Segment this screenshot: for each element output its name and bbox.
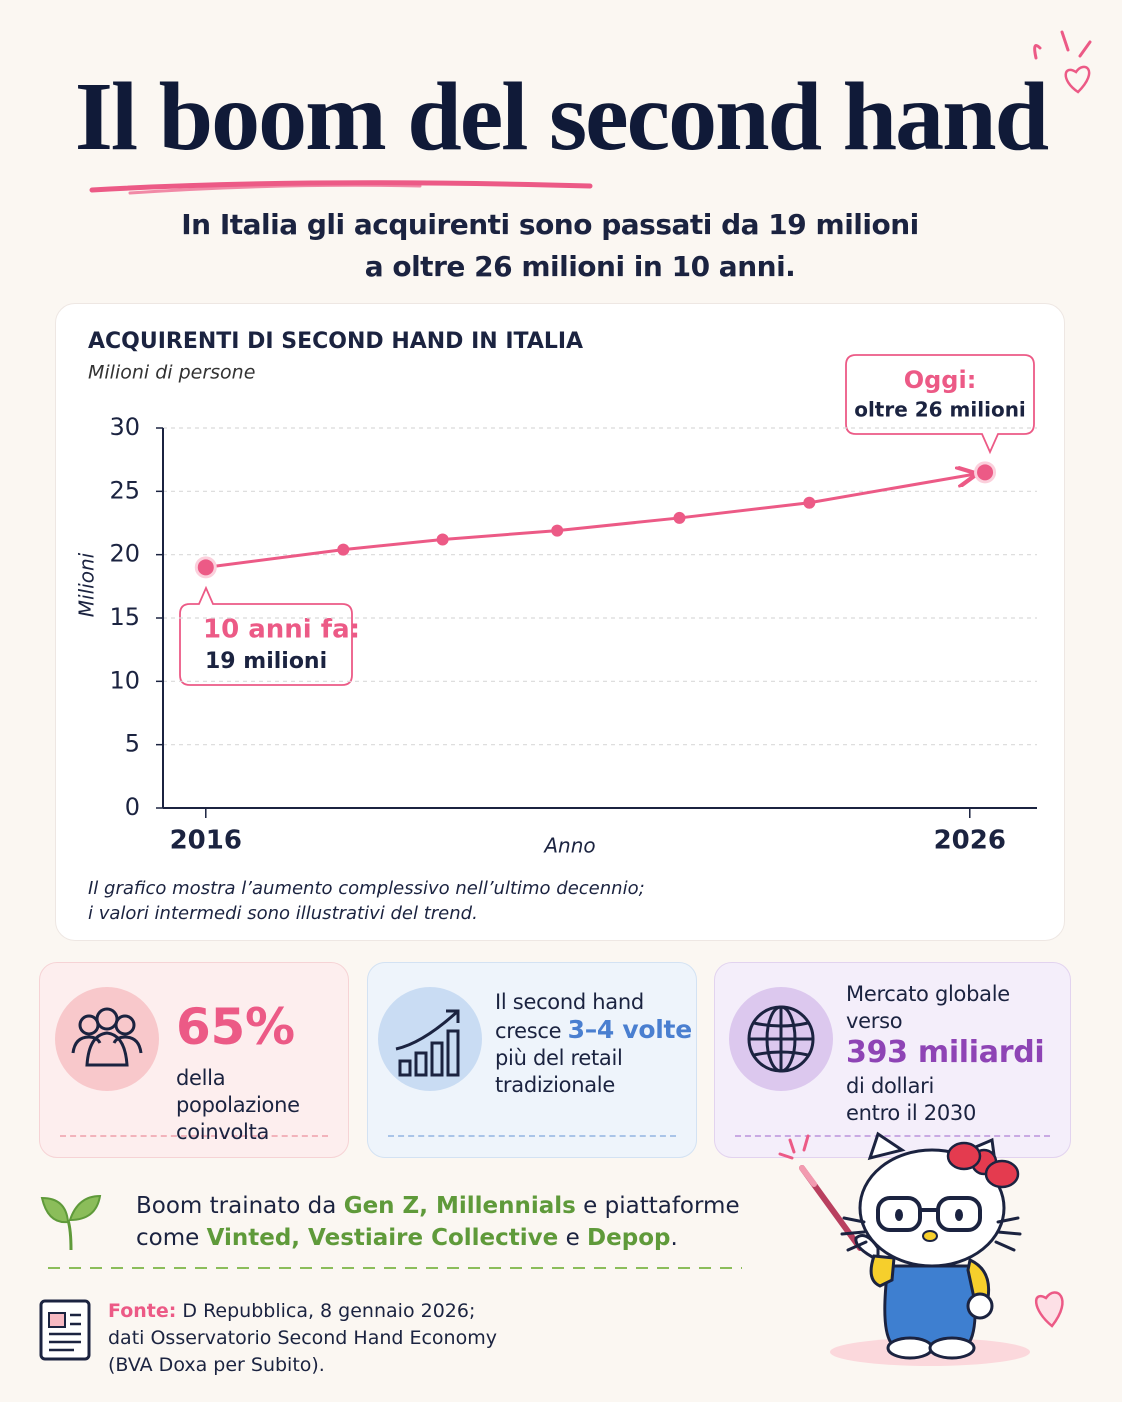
chart-note: Il grafico mostra l’aumento complessivo … <box>88 878 645 899</box>
chart-title: ACQUIRENTI DI SECOND HAND IN ITALIA <box>88 329 583 354</box>
news-icon <box>39 1299 91 1361</box>
point <box>974 461 997 484</box>
title-decor <box>89 30 1092 195</box>
annotation-title: Oggi: <box>904 366 977 394</box>
point <box>803 496 816 509</box>
highlight: Depop <box>587 1225 671 1251</box>
highlight: Vinted, Vestiaire Collective <box>206 1225 559 1251</box>
annotation-text: 19 milioni <box>205 649 327 674</box>
text-line: di dollari <box>846 1073 1044 1100</box>
stat-card: Il second hand cresce 3–4 volte più del re… <box>367 962 697 1158</box>
text: verso <box>846 1009 903 1033</box>
source-line: (BVA Doxa per Subito). <box>108 1352 497 1379</box>
icon <box>729 987 833 1091</box>
text: di dollari <box>846 1074 935 1098</box>
text: della popolazione <box>176 1066 300 1117</box>
text: Boom trainato da <box>136 1193 344 1219</box>
stat-card: Mercato globale verso 393 miliardi di dolla… <box>714 962 1071 1158</box>
text: Il second hand <box>495 990 644 1014</box>
text-line: cresce 3–4 volte <box>495 1016 692 1045</box>
stat-text: Il second hand cresce 3–4 volte più del re… <box>495 989 692 1099</box>
icon <box>55 987 159 1091</box>
text-line: entro il 2030 <box>846 1100 1044 1127</box>
text-line: tradizionale <box>495 1072 692 1099</box>
y-tick-label: 15 <box>109 603 140 631</box>
highlight: 393 miliardi <box>846 1035 1045 1070</box>
point <box>551 524 564 537</box>
highlight: 65% <box>176 998 295 1056</box>
kitty-illustration <box>778 1131 1064 1366</box>
annotation: Oggi: oltre 26 milioni <box>845 354 1035 455</box>
text: entro il 2030 <box>846 1101 977 1125</box>
highlight: Gen Z, Millennials <box>343 1193 576 1219</box>
annotation: 10 anni fa: 19 milioni <box>179 585 360 686</box>
source-label: Fonte: <box>108 1300 177 1322</box>
text-line: Il second hand <box>495 989 692 1016</box>
text: coinvolta <box>176 1120 270 1144</box>
chart: ACQUIRENTI DI SECOND HAND IN ITALIA Mili… <box>75 329 1037 924</box>
text-line: 65% <box>176 999 348 1065</box>
source-text: (BVA Doxa per Subito). <box>108 1354 325 1376</box>
highlight: 3–4 volte <box>567 1015 693 1044</box>
text: tradizionale <box>495 1073 615 1097</box>
y-tick-label: 5 <box>125 730 140 758</box>
divider <box>48 1267 742 1269</box>
y-tick-label: 10 <box>109 666 140 694</box>
stat-text: Mercato globale verso 393 miliardi di dolla… <box>846 981 1045 1127</box>
source: Fonte: D Repubblica, 8 gennaio 2026; dati… <box>108 1298 497 1379</box>
y-tick-label: 25 <box>109 476 140 504</box>
source-text: D Repubblica, 8 gennaio 2026; <box>176 1300 476 1322</box>
chart-subtitle: Milioni di persone <box>88 362 255 384</box>
text: . <box>670 1225 678 1251</box>
point <box>194 556 217 579</box>
text: come <box>136 1225 207 1251</box>
chart-note: i valori intermedi sono illustrativi del… <box>88 903 478 924</box>
x-axis-label: Anno <box>542 834 595 858</box>
y-axis-label: Milioni <box>75 552 99 617</box>
stat-text: 65% della popolazione coinvolta <box>176 999 348 1146</box>
point <box>436 533 449 546</box>
annotation-text: oltre 26 milioni <box>854 398 1026 422</box>
text: Mercato globale <box>846 982 1010 1006</box>
y-tick-label: 30 <box>109 413 140 441</box>
text-line: coinvolta <box>176 1119 348 1146</box>
source-text: dati Osservatorio Second Hand Economy <box>108 1327 497 1349</box>
text-line: Mercato globale <box>846 981 1044 1008</box>
sprout-icon <box>40 1194 102 1251</box>
text-line: della popolazione <box>176 1065 348 1119</box>
text-line: Boom trainato da Gen Z, Millennials e pi… <box>136 1190 740 1222</box>
icon <box>378 987 482 1091</box>
subtitle: a oltre 26 milioni in 10 anni. <box>364 250 796 283</box>
text-line: come Vinted, Vestiaire Collective e Depo… <box>136 1222 740 1254</box>
text: e <box>558 1225 588 1251</box>
subtitle: In Italia gli acquirenti sono passati da… <box>181 208 919 241</box>
text-line: 393 miliardi <box>846 1035 1045 1073</box>
y-tick-label: 0 <box>125 793 140 821</box>
text: cresce <box>495 1019 568 1043</box>
text: più del retail <box>495 1046 623 1070</box>
annotation-title: 10 anni fa: <box>203 615 360 645</box>
stat-card: 65% della popolazione coinvolta <box>39 962 349 1158</box>
source-line: dati Osservatorio Second Hand Economy <box>108 1325 497 1352</box>
line <box>205 474 973 569</box>
x-tick-label: 2016 <box>170 826 242 856</box>
source-line: Fonte: D Repubblica, 8 gennaio 2026; <box>108 1298 497 1325</box>
text: e piattaforme <box>575 1193 740 1219</box>
page-title: Il boom del second hand <box>74 63 1049 171</box>
point <box>673 511 686 524</box>
drivers-text: Boom trainato da Gen Z, Millennials e pi… <box>136 1190 740 1254</box>
x-tick-label: 2026 <box>934 826 1006 856</box>
text-line: più del retail <box>495 1045 692 1072</box>
point <box>337 543 350 556</box>
text-line: verso <box>846 1008 1044 1035</box>
y-tick-label: 20 <box>109 540 140 568</box>
